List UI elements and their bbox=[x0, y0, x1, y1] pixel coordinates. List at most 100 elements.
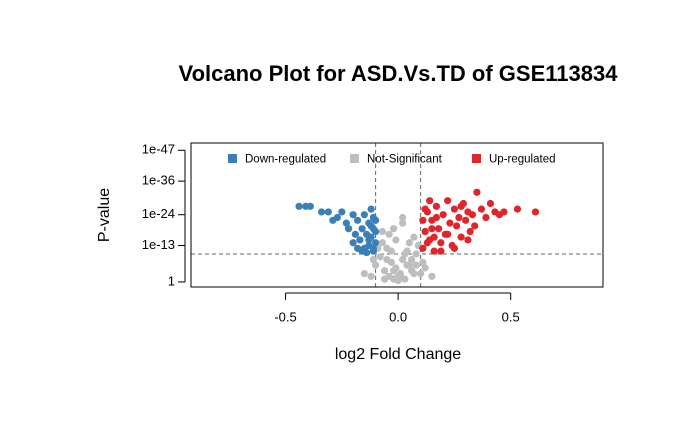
point bbox=[399, 213, 407, 222]
point bbox=[500, 208, 508, 216]
point bbox=[419, 216, 427, 224]
point bbox=[369, 255, 377, 264]
point bbox=[419, 244, 427, 252]
point bbox=[349, 239, 357, 247]
point bbox=[360, 269, 368, 278]
point bbox=[419, 258, 427, 266]
point bbox=[432, 202, 440, 210]
y-tick-label: 1e-24 bbox=[142, 206, 175, 221]
point bbox=[471, 222, 479, 230]
point bbox=[381, 275, 389, 283]
point bbox=[446, 219, 454, 227]
point bbox=[444, 230, 452, 238]
point bbox=[428, 225, 436, 233]
point bbox=[385, 230, 393, 238]
point bbox=[324, 208, 332, 216]
point bbox=[405, 239, 413, 247]
chart-title: Volcano Plot for ASD.Vs.TD of GSE113834 bbox=[179, 61, 619, 86]
point bbox=[466, 227, 474, 236]
point bbox=[439, 211, 447, 219]
point bbox=[437, 247, 445, 255]
plot-frame bbox=[190, 142, 604, 288]
point bbox=[455, 213, 463, 222]
legend-label: Not-Significant bbox=[367, 154, 443, 166]
y-tick-label: 1e-47 bbox=[142, 142, 175, 157]
point bbox=[417, 269, 425, 278]
point bbox=[444, 197, 452, 205]
point bbox=[392, 236, 400, 244]
point bbox=[473, 188, 481, 196]
point bbox=[477, 205, 486, 213]
point bbox=[372, 239, 380, 247]
point bbox=[387, 247, 395, 255]
point bbox=[399, 219, 407, 227]
legend-label: Down-regulated bbox=[245, 154, 326, 166]
point bbox=[367, 205, 375, 213]
point bbox=[317, 208, 326, 216]
y-tick-label: 1e-36 bbox=[142, 173, 175, 188]
point bbox=[354, 216, 362, 224]
point bbox=[437, 239, 445, 247]
point bbox=[426, 197, 434, 205]
point bbox=[403, 247, 411, 255]
point bbox=[410, 269, 418, 278]
point bbox=[390, 267, 398, 275]
point bbox=[367, 272, 375, 280]
point bbox=[295, 202, 303, 210]
point bbox=[365, 219, 373, 227]
point bbox=[390, 225, 398, 233]
point bbox=[378, 239, 386, 247]
x-axis-label: log2 Fold Change bbox=[335, 346, 461, 363]
point bbox=[410, 233, 418, 241]
point bbox=[306, 202, 314, 210]
point bbox=[432, 213, 440, 222]
point bbox=[351, 230, 359, 238]
x-tick-label: -0.5 bbox=[274, 309, 296, 324]
point bbox=[344, 225, 353, 233]
point bbox=[482, 213, 490, 222]
point bbox=[333, 213, 341, 222]
legend-label: Up-regulated bbox=[489, 154, 555, 166]
point bbox=[394, 272, 402, 280]
point bbox=[383, 255, 391, 264]
point bbox=[412, 261, 420, 269]
point bbox=[372, 216, 380, 224]
point bbox=[462, 216, 470, 224]
point bbox=[450, 244, 459, 252]
point bbox=[342, 219, 350, 227]
point bbox=[349, 211, 357, 219]
point bbox=[369, 244, 377, 252]
point bbox=[421, 227, 429, 236]
point bbox=[423, 239, 431, 247]
legend-swatch bbox=[472, 154, 481, 163]
point bbox=[338, 208, 346, 216]
point bbox=[457, 202, 465, 210]
point bbox=[412, 250, 420, 258]
point bbox=[356, 236, 364, 244]
point bbox=[369, 225, 377, 233]
point bbox=[486, 199, 495, 208]
legend-swatch bbox=[350, 154, 359, 163]
x-tick-label: 0.5 bbox=[502, 309, 520, 324]
point bbox=[378, 227, 386, 236]
point bbox=[428, 272, 436, 280]
y-tick-label: 1 bbox=[168, 273, 175, 288]
point bbox=[421, 205, 429, 213]
point bbox=[464, 236, 472, 244]
point bbox=[360, 211, 368, 219]
point bbox=[430, 233, 438, 241]
point bbox=[376, 253, 384, 261]
legend-swatch bbox=[228, 154, 237, 163]
point bbox=[372, 261, 380, 269]
point bbox=[408, 255, 416, 264]
point bbox=[453, 222, 461, 230]
point bbox=[421, 264, 429, 272]
point bbox=[468, 211, 477, 219]
point bbox=[450, 205, 459, 213]
point bbox=[358, 247, 366, 255]
point bbox=[358, 225, 366, 233]
y-axis-label: P-value bbox=[96, 188, 113, 242]
x-tick-label: 0.0 bbox=[389, 309, 407, 324]
